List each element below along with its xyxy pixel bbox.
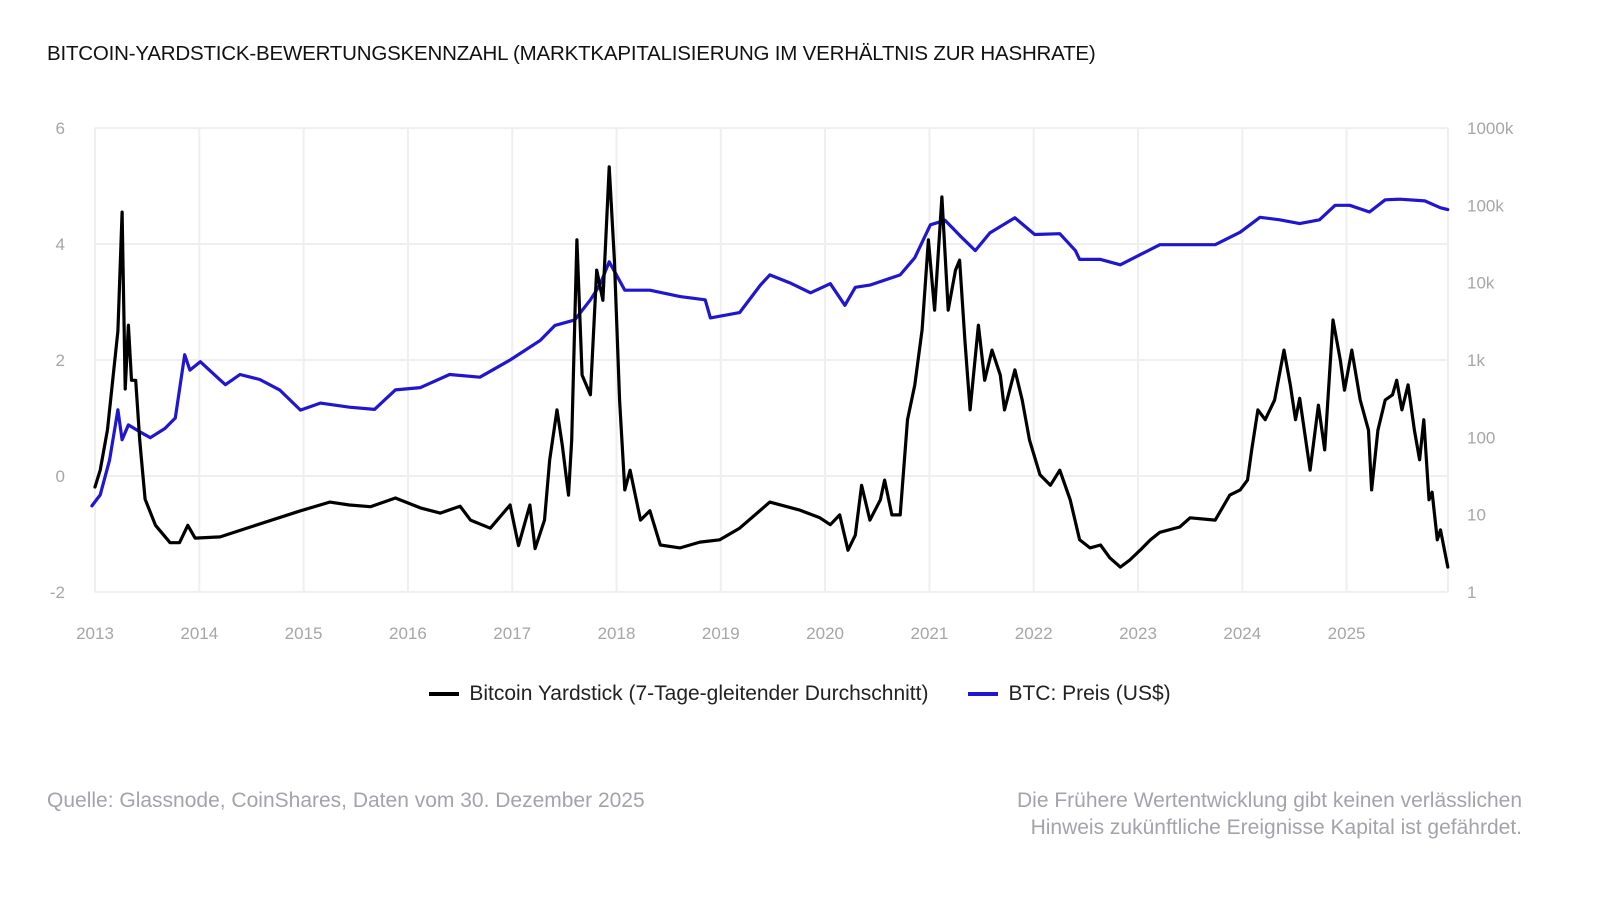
legend-item-yardstick: Bitcoin Yardstick (7-Tage-gleitender Dur… — [429, 682, 928, 706]
chart-title: BITCOIN-YARDSTICK-BEWERTUNGSKENNZAHL (MA… — [47, 42, 1096, 65]
y-left-tick-label: 6 — [56, 119, 65, 138]
y-right-tick-label: 100k — [1467, 196, 1504, 215]
x-tick-label: 2025 — [1328, 624, 1366, 643]
x-tick-label: 2024 — [1223, 624, 1261, 643]
x-tick-label: 2017 — [493, 624, 531, 643]
x-tick-label: 2015 — [285, 624, 323, 643]
y-right-tick-label: 1 — [1467, 583, 1476, 602]
source-note: Quelle: Glassnode, CoinShares, Daten vom… — [47, 789, 645, 812]
legend-swatch-btc-price — [968, 692, 999, 696]
legend-label-yardstick: Bitcoin Yardstick (7-Tage-gleitender Dur… — [469, 682, 929, 705]
legend: Bitcoin Yardstick (7-Tage-gleitender Dur… — [0, 682, 1600, 706]
legend-label-btc-price: BTC: Preis (US$) — [1008, 682, 1171, 705]
x-tick-label: 2016 — [389, 624, 427, 643]
y-right-tick-label: 10k — [1467, 274, 1495, 293]
x-tick-label: 2018 — [598, 624, 636, 643]
legend-item-btc-price: BTC: Preis (US$) — [968, 682, 1171, 706]
x-tick-label: 2014 — [180, 624, 218, 643]
y-right-tick-label: 10 — [1467, 506, 1486, 525]
y-left-tick-label: 4 — [56, 235, 65, 254]
disclaimer-line-1: Die Frühere Wertentwicklung gibt keinen … — [1016, 789, 1522, 812]
series-lines — [90, 165, 1450, 569]
btc-price-line — [90, 197, 1450, 508]
x-tick-label: 2020 — [806, 624, 844, 643]
grid — [94, 127, 1449, 593]
y-right-tick-label: 100 — [1467, 428, 1495, 447]
y-right-tick-label: 1k — [1467, 351, 1485, 370]
x-tick-label: 2022 — [1015, 624, 1053, 643]
disclaimer: Die Frühere Wertentwicklung gibt keinen … — [1017, 787, 1522, 841]
y-left-tick-label: 0 — [56, 467, 65, 486]
x-tick-label: 2023 — [1119, 624, 1157, 643]
y-left-tick-label: 2 — [56, 351, 65, 370]
x-tick-label: 2021 — [910, 624, 948, 643]
x-tick-label: 2019 — [702, 624, 740, 643]
tick-labels: 2013 2014 2015 2016 2017 2018 2019 2020 2021 2022… — [50, 119, 1514, 643]
y-left-tick-label: -2 — [50, 583, 65, 602]
x-tick-label: 2013 — [76, 624, 114, 643]
legend-swatch-yardstick — [429, 692, 460, 696]
y-right-tick-label: 1000k — [1467, 119, 1514, 138]
disclaimer-line-2: Hinweis zukünftliche Ereignisse Kapital … — [1030, 816, 1522, 839]
yardstick-line — [93, 165, 1450, 569]
